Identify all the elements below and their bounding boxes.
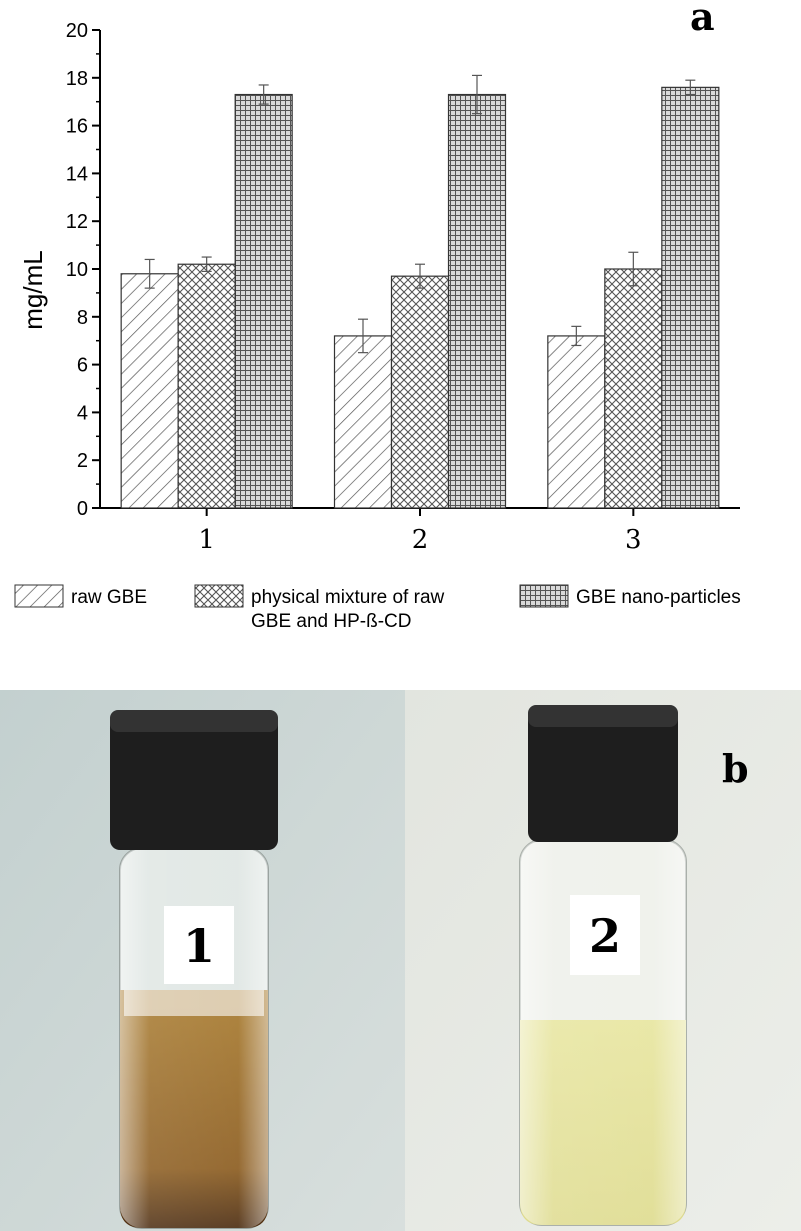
bar (234, 93, 293, 509)
vial-label-2: 2 (589, 909, 621, 963)
bar (390, 275, 450, 509)
panel-label-a: a (690, 0, 715, 39)
legend-swatch (14, 584, 64, 608)
y-tick-label: 12 (66, 211, 88, 233)
y-tick-label: 4 (77, 402, 88, 424)
legend-swatch (519, 584, 569, 608)
vial-cap (528, 705, 678, 842)
vial-label-box (164, 906, 234, 984)
cap-top (110, 710, 278, 732)
y-axis-title: mg/mL (18, 250, 48, 329)
bar (547, 335, 606, 509)
legend-swatch (194, 584, 244, 608)
y-tick-label: 14 (66, 163, 88, 185)
y-tick-label: 18 (66, 68, 88, 90)
y-tick-label: 0 (77, 498, 88, 520)
glass-highlight (520, 840, 686, 1225)
vial-cap (110, 710, 278, 850)
x-tick-label: 3 (625, 525, 642, 555)
legend-label: GBE and HP-ß-CD (251, 611, 411, 632)
glass-highlight (120, 848, 268, 1228)
y-tick-label: 2 (77, 450, 88, 472)
vial-label-1: 1 (183, 919, 215, 973)
x-tick-label: 2 (412, 525, 429, 555)
legend-label: raw GBE (71, 587, 147, 608)
y-tick-label: 20 (66, 20, 88, 42)
bar (120, 273, 179, 509)
chart-legend: raw GBE physical mixture of raw GBE and HP… (14, 584, 741, 632)
vial-1: 1 (110, 710, 278, 1229)
bar (333, 335, 393, 509)
y-tick-label: 8 (77, 307, 88, 329)
bar (447, 93, 507, 509)
vial-2: 2 (519, 705, 687, 1226)
bar (661, 86, 720, 509)
vial-label-box (570, 895, 640, 975)
vials-photo: b 1 2 (0, 690, 801, 1231)
panel-label-b: b (722, 746, 749, 791)
y-tick-label: 10 (66, 259, 88, 281)
x-tick-label: 1 (198, 525, 215, 555)
cap-top (528, 705, 678, 727)
bar (604, 268, 663, 509)
y-tick-label: 6 (77, 355, 88, 377)
legend-label: GBE nano-particles (576, 587, 741, 608)
y-tick-label: 16 (66, 116, 88, 138)
bar-series (120, 74, 720, 509)
bar (177, 263, 236, 509)
legend-label: physical mixture of raw (251, 587, 445, 608)
